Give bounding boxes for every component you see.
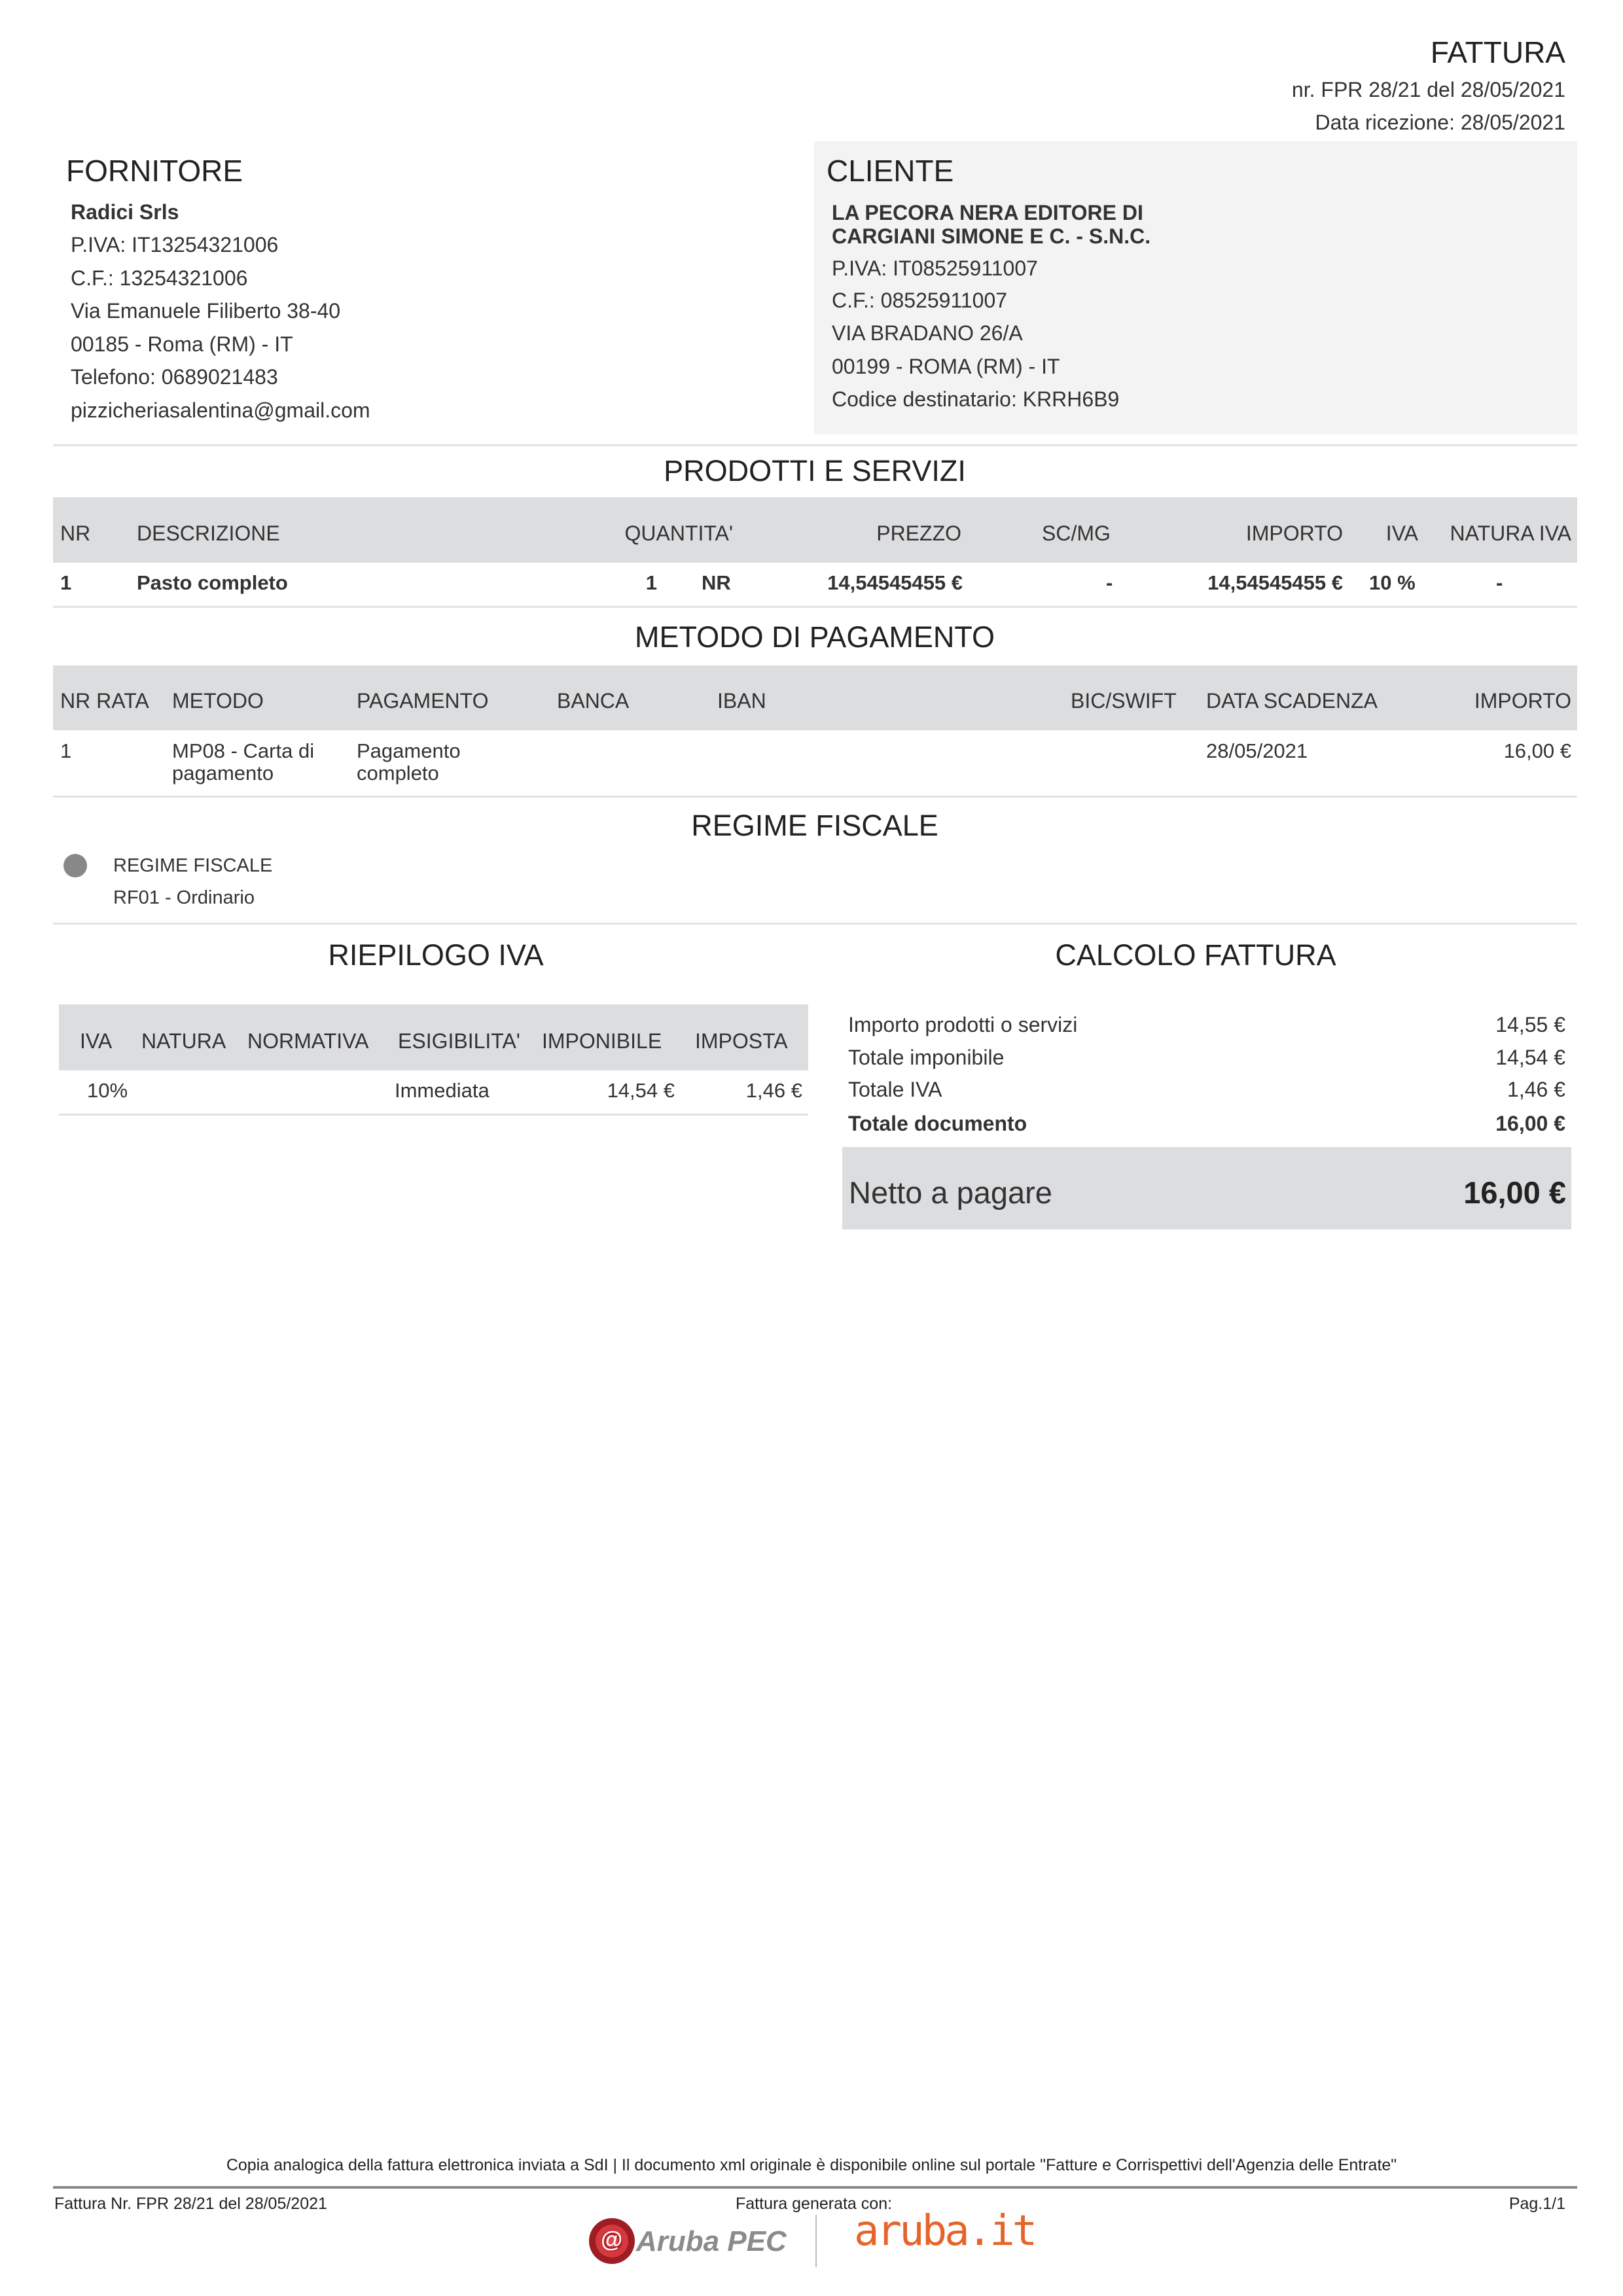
divider <box>53 606 1577 608</box>
col-due-date: DATA SCADENZA <box>1206 689 1378 713</box>
total-products-value: 14,55 € <box>1495 1013 1565 1036</box>
client-code: Codice destinatario: KRRH6B9 <box>832 387 1120 411</box>
vat-table-header <box>59 1004 808 1070</box>
row-taxable: 14,54 € <box>607 1079 675 1102</box>
net-to-pay-value: 16,00 € <box>1463 1175 1566 1210</box>
divider <box>53 923 1577 925</box>
row-payment-line1: Pagamento <box>357 739 461 762</box>
row-vat: 10% <box>87 1079 128 1102</box>
col-tax: IMPOSTA <box>695 1029 788 1053</box>
received-date: Data ricezione: 28/05/2021 <box>1315 111 1565 134</box>
net-to-pay-label: Netto a pagare <box>849 1175 1052 1210</box>
vat-summary-heading: RIEPILOGO IVA <box>328 938 544 972</box>
row-discount: - <box>1106 571 1113 594</box>
bullet-icon <box>63 854 87 877</box>
row-description: Pasto completo <box>137 571 288 594</box>
client-name-line1: LA PECORA NERA EDITORE DI <box>832 201 1143 224</box>
col-nr: NR <box>60 521 91 545</box>
client-cf: C.F.: 08525911007 <box>832 289 1008 312</box>
tax-regime-value: RF01 - Ordinario <box>113 887 255 908</box>
total-products-label: Importo prodotti o servizi <box>848 1013 1078 1036</box>
total-taxable-label: Totale imponibile <box>848 1046 1005 1069</box>
supplier-piva: P.IVA: IT13254321006 <box>71 233 279 256</box>
col-law: NORMATIVA <box>247 1029 369 1053</box>
row-tax: 1,46 € <box>745 1079 802 1102</box>
payment-table-header <box>53 665 1577 730</box>
supplier-phone: Telefono: 0689021483 <box>71 365 278 389</box>
supplier-city: 00185 - Roma (RM) - IT <box>71 332 293 356</box>
supplier-cf: C.F.: 13254321006 <box>71 266 248 290</box>
col-price: PREZZO <box>876 521 961 545</box>
payment-heading: METODO DI PAGAMENTO <box>634 620 995 654</box>
col-chargeability: ESIGIBILITA' <box>398 1029 520 1053</box>
row-price: 14,54545455 € <box>827 571 963 594</box>
row-method-line1: MP08 - Carta di <box>172 739 315 762</box>
invoice-number: nr. FPR 28/21 del 28/05/2021 <box>1291 78 1565 101</box>
supplier-name: Radici Srls <box>71 200 179 224</box>
col-installment: NR RATA <box>60 689 149 713</box>
col-bic: BIC/SWIFT <box>1071 689 1177 713</box>
row-nr: 1 <box>60 571 72 594</box>
row-due-date: 28/05/2021 <box>1206 739 1308 762</box>
footer-invoice-ref: Fattura Nr. FPR 28/21 del 28/05/2021 <box>54 2195 327 2213</box>
client-name-line2: CARGIANI SIMONE E C. - S.N.C. <box>832 224 1151 248</box>
total-document-label: Totale documento <box>848 1112 1027 1135</box>
col-nature: NATURA <box>141 1029 226 1053</box>
row-amount: 16,00 € <box>1503 739 1571 762</box>
document-title: FATTURA <box>1430 35 1565 69</box>
footer-note: Copia analogica della fattura elettronic… <box>226 2156 1397 2174</box>
row-vat-nature: - <box>1496 571 1503 594</box>
client-section: CLIENTE LA PECORA NERA EDITORE DI CARGIA… <box>814 141 1577 434</box>
products-heading: PRODOTTI E SERVIZI <box>664 454 966 487</box>
row-amount: 14,54545455 € <box>1207 571 1343 594</box>
row-method-line2: pagamento <box>172 762 274 785</box>
aruba-pec-logo: Aruba PEC <box>636 2225 787 2257</box>
total-document-value: 16,00 € <box>1495 1112 1565 1135</box>
client-heading: CLIENTE <box>827 154 954 188</box>
row-unit: NR <box>702 571 731 594</box>
footer-divider <box>53 2186 1577 2189</box>
client-city: 00199 - ROMA (RM) - IT <box>832 355 1060 378</box>
col-vat: IVA <box>80 1029 113 1053</box>
col-quantity: QUANTITA' <box>624 521 733 545</box>
row-vat: 10 % <box>1369 571 1416 594</box>
col-vat-nature: NATURA IVA <box>1450 521 1571 545</box>
col-amount: IMPORTO <box>1474 689 1571 713</box>
row-chargeability: Immediata <box>395 1079 490 1102</box>
total-vat-value: 1,46 € <box>1507 1078 1565 1101</box>
col-discount: SC/MG <box>1042 521 1111 545</box>
col-iban: IBAN <box>717 689 766 713</box>
total-taxable-value: 14,54 € <box>1495 1046 1565 1069</box>
client-piva: P.IVA: IT08525911007 <box>832 256 1038 280</box>
col-vat: IVA <box>1385 521 1418 545</box>
col-method: METODO <box>172 689 264 713</box>
row-payment-line2: completo <box>357 762 439 785</box>
supplier-email: pizzicheriasalentina@gmail.com <box>71 398 370 422</box>
aruba-pec-logo-icon: @ <box>589 2218 635 2264</box>
total-vat-label: Totale IVA <box>848 1078 942 1101</box>
tax-regime-heading: REGIME FISCALE <box>691 809 938 842</box>
aruba-it-logo: aruba.it <box>854 2207 1037 2255</box>
supplier-address: Via Emanuele Filiberto 38-40 <box>71 299 341 323</box>
totals-heading: CALCOLO FATTURA <box>1055 938 1336 972</box>
col-bank: BANCA <box>557 689 630 713</box>
client-address: VIA BRADANO 26/A <box>832 321 1023 345</box>
col-description: DESCRIZIONE <box>137 521 280 545</box>
footer-generated-with: Fattura generata con: <box>736 2195 893 2213</box>
footer-page: Pag.1/1 <box>1508 2195 1565 2213</box>
supplier-heading: FORNITORE <box>66 154 243 188</box>
logo-divider <box>815 2215 817 2267</box>
divider <box>59 1114 808 1116</box>
net-to-pay-box: Netto a pagare 16,00 € <box>842 1147 1571 1229</box>
divider <box>53 444 1577 446</box>
products-table-header <box>53 497 1577 563</box>
col-payment: PAGAMENTO <box>357 689 489 713</box>
tax-regime-label: REGIME FISCALE <box>113 855 273 876</box>
divider <box>53 796 1577 798</box>
col-taxable: IMPONIBILE <box>542 1029 662 1053</box>
row-installment: 1 <box>60 739 72 762</box>
col-amount: IMPORTO <box>1245 521 1343 545</box>
row-quantity: 1 <box>645 571 657 594</box>
